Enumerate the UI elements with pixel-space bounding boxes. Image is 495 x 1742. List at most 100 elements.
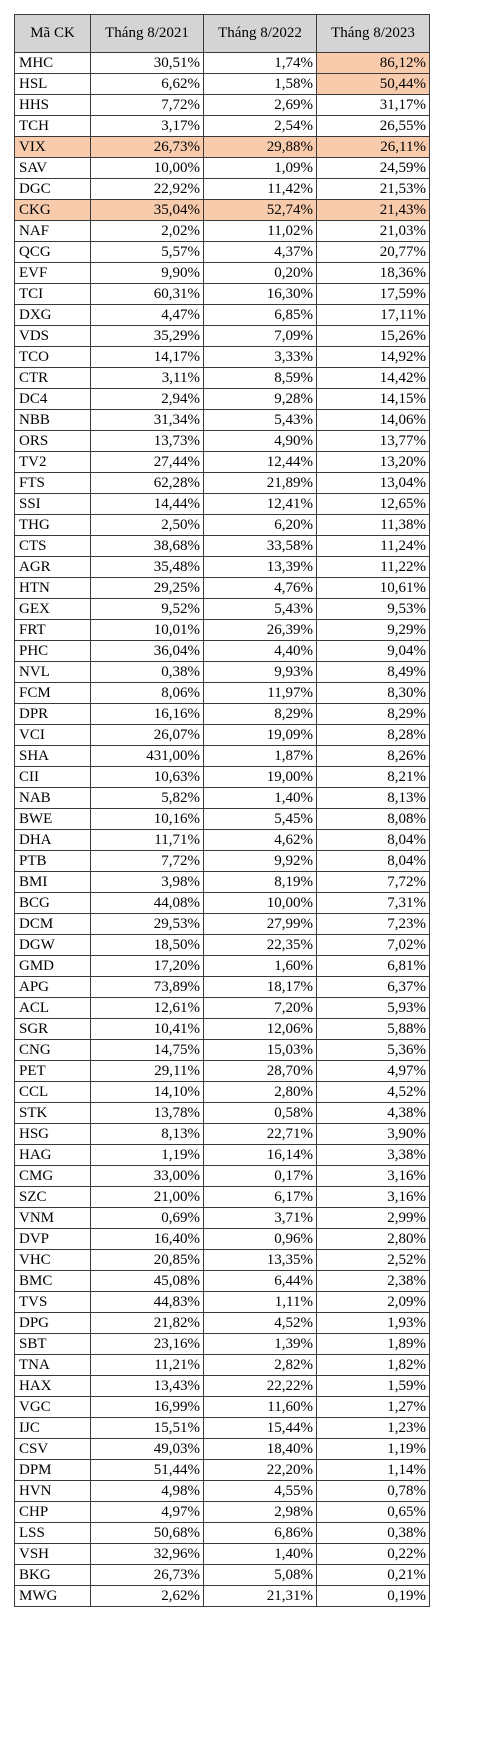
value-2023-cell: 1,93%: [316, 1312, 430, 1334]
value-2021-cell: 51,44%: [90, 1459, 204, 1481]
value-2023-cell: 8,04%: [316, 829, 430, 851]
table-row: APG 73,89% 18,17% 6,37%: [14, 976, 430, 998]
stock-code-cell: BMI: [14, 871, 91, 893]
value-2021-cell: 2,02%: [90, 220, 204, 242]
value-2023-cell: 2,80%: [316, 1228, 430, 1250]
value-2022-cell: 4,90%: [203, 430, 317, 452]
value-2021-cell: 9,90%: [90, 262, 204, 284]
value-2021-cell: 29,53%: [90, 913, 204, 935]
stock-code-cell: VSH: [14, 1543, 91, 1565]
value-2023-cell: 8,08%: [316, 808, 430, 830]
value-2022-cell: 22,35%: [203, 934, 317, 956]
value-2023-cell: 26,55%: [316, 115, 430, 137]
table-row: ORS 13,73% 4,90% 13,77%: [14, 430, 430, 452]
value-2023-cell: 4,97%: [316, 1060, 430, 1082]
stock-code-cell: DPR: [14, 703, 91, 725]
value-2023-cell: 9,53%: [316, 598, 430, 620]
value-2023-cell: 2,52%: [316, 1249, 430, 1271]
table-row: IJC 15,51% 15,44% 1,23%: [14, 1417, 430, 1439]
value-2021-cell: 14,75%: [90, 1039, 204, 1061]
value-2021-cell: 11,21%: [90, 1354, 204, 1376]
value-2022-cell: 1,40%: [203, 1543, 317, 1565]
value-2021-cell: 5,57%: [90, 241, 204, 263]
value-2021-cell: 49,03%: [90, 1438, 204, 1460]
value-2023-cell: 3,90%: [316, 1123, 430, 1145]
value-2023-cell: 26,11%: [316, 136, 430, 158]
value-2022-cell: 1,87%: [203, 745, 317, 767]
table-row: DPM 51,44% 22,20% 1,14%: [14, 1459, 430, 1481]
stock-code-cell: DVP: [14, 1228, 91, 1250]
value-2021-cell: 0,69%: [90, 1207, 204, 1229]
value-2022-cell: 12,06%: [203, 1018, 317, 1040]
stock-code-cell: HHS: [14, 94, 91, 116]
value-2021-cell: 32,96%: [90, 1543, 204, 1565]
value-2021-cell: 10,00%: [90, 157, 204, 179]
stock-code-cell: TV2: [14, 451, 91, 473]
value-2021-cell: 60,31%: [90, 283, 204, 305]
value-2022-cell: 22,71%: [203, 1123, 317, 1145]
value-2022-cell: 1,39%: [203, 1333, 317, 1355]
value-2022-cell: 33,58%: [203, 535, 317, 557]
table-row: NAB 5,82% 1,40% 8,13%: [14, 787, 430, 809]
value-2023-cell: 0,78%: [316, 1480, 430, 1502]
table-row: DHA 11,71% 4,62% 8,04%: [14, 829, 430, 851]
stock-code-cell: CTR: [14, 367, 91, 389]
table-row: DPR 16,16% 8,29% 8,29%: [14, 703, 430, 725]
value-2021-cell: 4,47%: [90, 304, 204, 326]
value-2022-cell: 12,41%: [203, 493, 317, 515]
table-row: DGC 22,92% 11,42% 21,53%: [14, 178, 430, 200]
stock-code-cell: TCI: [14, 283, 91, 305]
value-2023-cell: 21,53%: [316, 178, 430, 200]
stock-code-cell: HTN: [14, 577, 91, 599]
data-table: Mã CK Tháng 8/2021 Tháng 8/2022 Tháng 8/…: [14, 14, 430, 1607]
value-2023-cell: 8,04%: [316, 850, 430, 872]
stock-code-cell: BMC: [14, 1270, 91, 1292]
value-2021-cell: 3,17%: [90, 115, 204, 137]
value-2023-cell: 2,99%: [316, 1207, 430, 1229]
table-row: CSV 49,03% 18,40% 1,19%: [14, 1438, 430, 1460]
value-2021-cell: 13,73%: [90, 430, 204, 452]
stock-code-cell: CMG: [14, 1165, 91, 1187]
value-2021-cell: 27,44%: [90, 451, 204, 473]
value-2023-cell: 11,24%: [316, 535, 430, 557]
table-row: VIX 26,73% 29,88% 26,11%: [14, 136, 430, 158]
value-2023-cell: 8,28%: [316, 724, 430, 746]
value-2022-cell: 6,44%: [203, 1270, 317, 1292]
value-2021-cell: 29,11%: [90, 1060, 204, 1082]
value-2023-cell: 7,31%: [316, 892, 430, 914]
table-row: NVL 0,38% 9,93% 8,49%: [14, 661, 430, 683]
value-2021-cell: 14,44%: [90, 493, 204, 515]
value-2023-cell: 17,11%: [316, 304, 430, 326]
value-2021-cell: 16,16%: [90, 703, 204, 725]
value-2023-cell: 14,06%: [316, 409, 430, 431]
table-row: FCM 8,06% 11,97% 8,30%: [14, 682, 430, 704]
value-2023-cell: 4,38%: [316, 1102, 430, 1124]
value-2023-cell: 8,26%: [316, 745, 430, 767]
value-2021-cell: 21,00%: [90, 1186, 204, 1208]
value-2023-cell: 31,17%: [316, 94, 430, 116]
stock-code-cell: DHA: [14, 829, 91, 851]
table-row: HSG 8,13% 22,71% 3,90%: [14, 1123, 430, 1145]
value-2021-cell: 7,72%: [90, 94, 204, 116]
table-row: AGR 35,48% 13,39% 11,22%: [14, 556, 430, 578]
stock-code-cell: LSS: [14, 1522, 91, 1544]
value-2022-cell: 27,99%: [203, 913, 317, 935]
table-row: THG 2,50% 6,20% 11,38%: [14, 514, 430, 536]
stock-code-cell: BCG: [14, 892, 91, 914]
value-2021-cell: 2,62%: [90, 1585, 204, 1607]
value-2023-cell: 13,20%: [316, 451, 430, 473]
table-row: MWG 2,62% 21,31% 0,19%: [14, 1585, 430, 1607]
value-2021-cell: 12,61%: [90, 997, 204, 1019]
table-row: SSI 14,44% 12,41% 12,65%: [14, 493, 430, 515]
value-2023-cell: 1,59%: [316, 1375, 430, 1397]
value-2022-cell: 1,60%: [203, 955, 317, 977]
value-2022-cell: 13,35%: [203, 1249, 317, 1271]
stock-code-cell: TVS: [14, 1291, 91, 1313]
value-2022-cell: 28,70%: [203, 1060, 317, 1082]
stock-code-cell: FCM: [14, 682, 91, 704]
stock-code-cell: HAG: [14, 1144, 91, 1166]
value-2022-cell: 22,20%: [203, 1459, 317, 1481]
stock-code-cell: HAX: [14, 1375, 91, 1397]
value-2022-cell: 6,17%: [203, 1186, 317, 1208]
value-2021-cell: 4,97%: [90, 1501, 204, 1523]
